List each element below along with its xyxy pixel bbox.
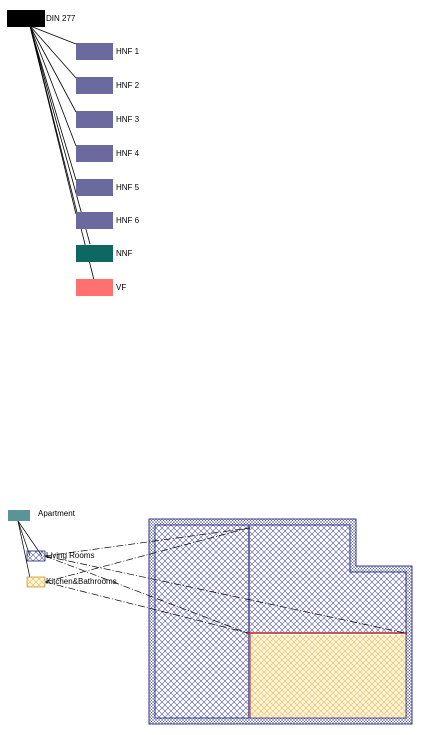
connector-hnf4 <box>29 25 77 147</box>
hnf2-label: HNF 2 <box>116 81 140 90</box>
hnf3-label: HNF 3 <box>116 115 140 124</box>
hnf1-node[interactable] <box>76 43 113 60</box>
connector-hnf5 <box>29 25 77 181</box>
connector-nnf <box>29 25 91 245</box>
connector-hnf1 <box>29 25 77 45</box>
vf-label: VF <box>116 283 127 292</box>
hnf1-label: HNF 1 <box>116 47 140 56</box>
vf-node[interactable] <box>76 279 113 296</box>
hnf4-label: HNF 4 <box>116 149 140 158</box>
nnf-node[interactable] <box>76 245 113 262</box>
connector-hnf3 <box>29 25 77 113</box>
hnf3-node[interactable] <box>76 111 113 128</box>
leader-living-3 <box>44 555 406 634</box>
leader-living-2 <box>44 555 248 634</box>
connector-vf <box>29 25 95 281</box>
din-tree-connectors <box>29 25 95 281</box>
hnf5-node[interactable] <box>76 179 113 196</box>
living-rooms-node[interactable] <box>26 550 46 562</box>
apartment-node[interactable] <box>8 510 30 521</box>
leader-kitchen-2 <box>44 581 249 634</box>
hnf4-node[interactable] <box>76 145 113 162</box>
floor-plan-inner-outline <box>154 524 407 719</box>
leader-lines <box>44 527 406 634</box>
living-rooms-area <box>155 525 406 718</box>
leader-kitchen-1 <box>44 527 249 583</box>
apartment-label: Apartment <box>38 509 75 518</box>
hnf2-node[interactable] <box>76 77 113 94</box>
kitchen-bathrooms-area <box>250 635 406 718</box>
connector-hnf2 <box>29 25 77 79</box>
din277-node[interactable] <box>7 10 45 27</box>
nnf-label: NNF <box>116 249 133 258</box>
din277-label: DIN 277 <box>46 14 76 23</box>
floor-plan <box>148 518 413 725</box>
living-rooms-label: Living Rooms <box>46 551 95 560</box>
hnf6-node[interactable] <box>76 212 113 229</box>
kitchen-bathrooms-node[interactable] <box>26 576 46 588</box>
hnf5-label: HNF 5 <box>116 183 140 192</box>
leader-living-1 <box>44 527 251 557</box>
kitchen-bathrooms-label: Kitchen&Bathrooms <box>46 577 117 586</box>
hnf6-label: HNF 6 <box>116 216 140 225</box>
apartment-tree-connectors <box>17 520 43 579</box>
floor-plan-outline <box>148 518 413 725</box>
